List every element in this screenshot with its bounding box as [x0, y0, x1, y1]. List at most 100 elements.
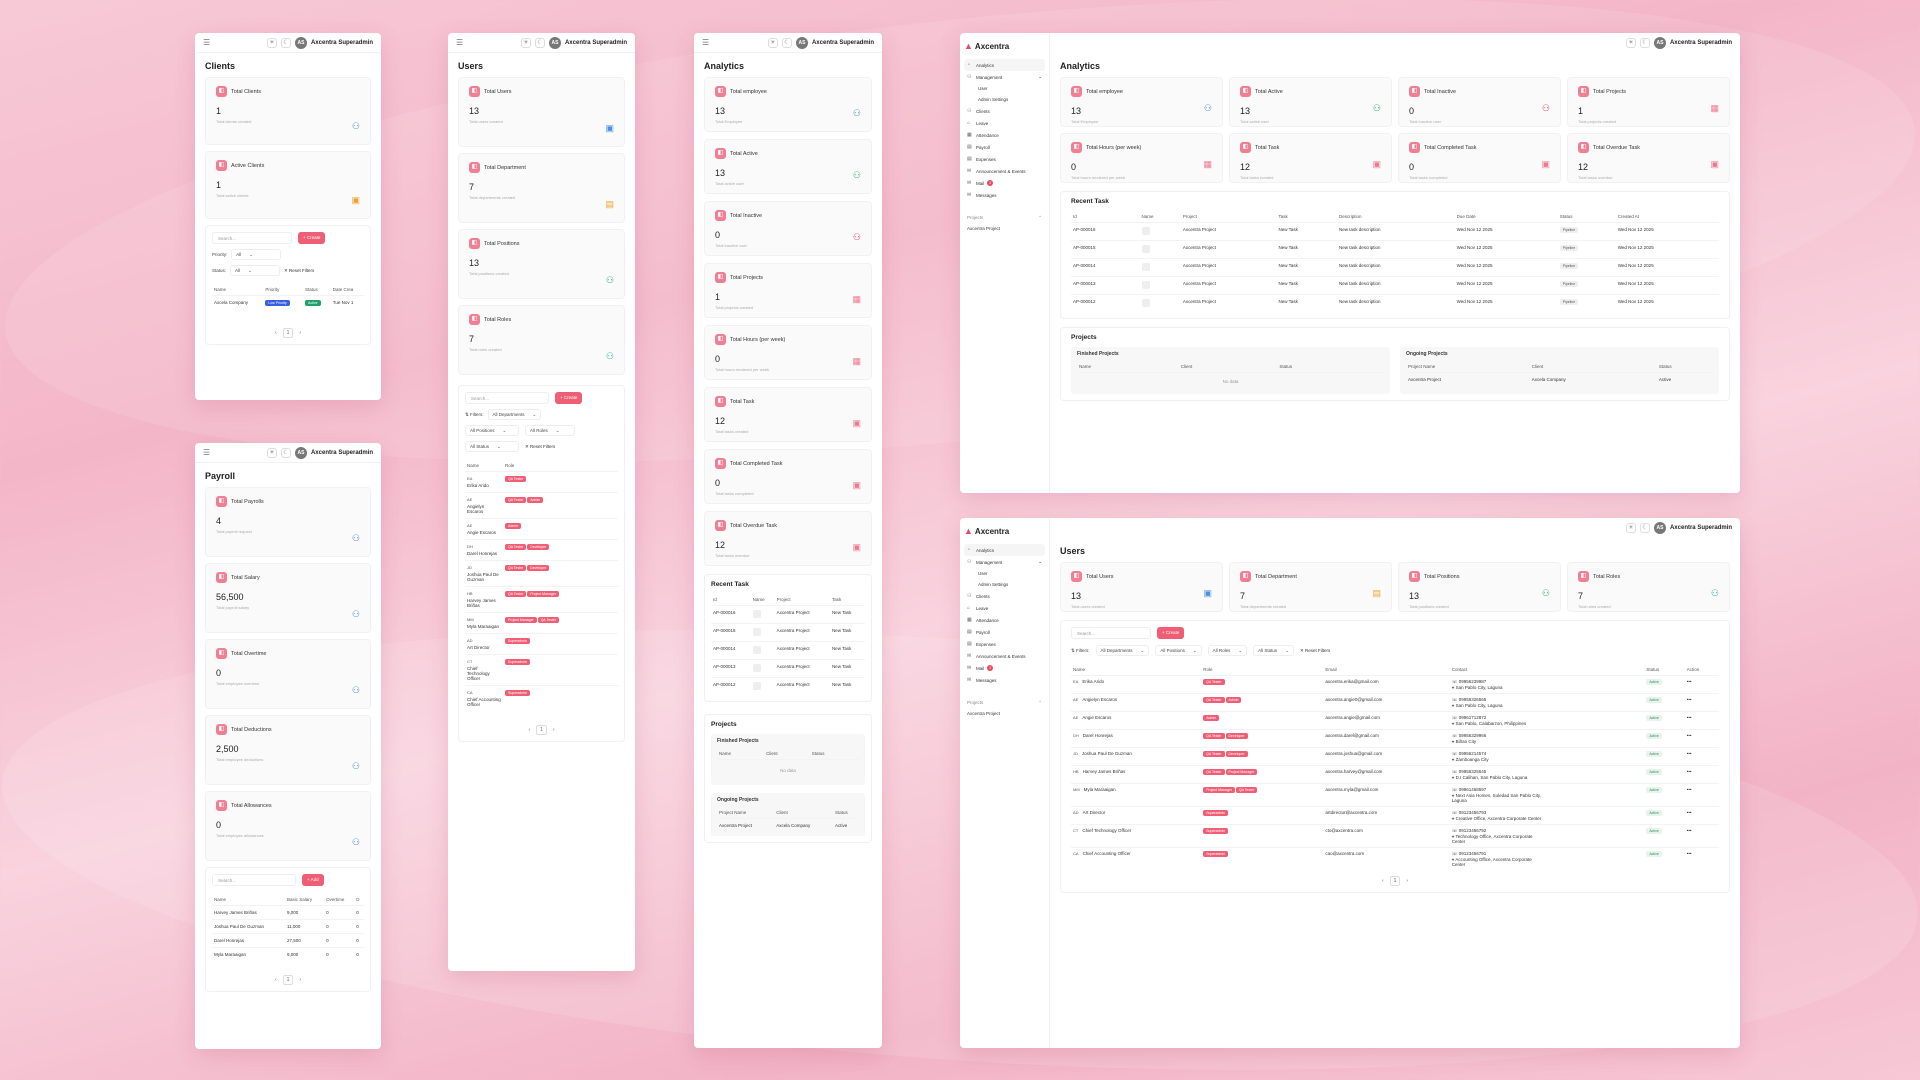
- action-menu[interactable]: •••: [1684, 806, 1719, 825]
- action-menu[interactable]: •••: [1684, 847, 1719, 870]
- sidebar-item[interactable]: ▤ Payroll: [964, 626, 1045, 638]
- table-row[interactable]: AE Angielyn Escaros QA Tester Admin axcentra…: [1071, 693, 1719, 712]
- table-row[interactable]: AP-000015 Axcentra Project New Task New tas…: [1071, 240, 1719, 259]
- menu-icon[interactable]: ☰: [203, 448, 211, 457]
- status-select[interactable]: All ⌄: [230, 265, 281, 276]
- table-row[interactable]: AD Art Director Superadmin artdirector@axce…: [1071, 806, 1719, 825]
- next-page-icon[interactable]: ›: [552, 727, 555, 733]
- next-page-icon[interactable]: ›: [1406, 878, 1409, 884]
- table-row[interactable]: HB Harvey James Briñas QA Tester Project Ma…: [465, 586, 618, 613]
- moon-icon[interactable]: ☾: [781, 37, 792, 48]
- positions-select[interactable]: All Positions ⌄: [465, 425, 519, 436]
- sidebar-item[interactable]: ▦ Attendance: [964, 614, 1045, 626]
- roles-select[interactable]: All Roles ⌄: [1207, 645, 1248, 656]
- search-input[interactable]: Search...: [465, 392, 549, 404]
- sidebar-subitem[interactable]: Admin Settings: [978, 582, 1009, 587]
- roles-select[interactable]: All Roles ⌄: [525, 425, 575, 436]
- sidebar-item[interactable]: ✉ Messages: [964, 674, 1045, 686]
- sun-icon[interactable]: ☀: [520, 37, 531, 48]
- action-menu[interactable]: •••: [1684, 765, 1719, 784]
- action-menu[interactable]: •••: [1684, 783, 1719, 807]
- menu-icon[interactable]: ☰: [456, 38, 464, 47]
- table-row[interactable]: AP-000012 Axcentra Project New Task New tas…: [1071, 294, 1719, 312]
- sidebar-item[interactable]: ▤ Payroll: [964, 141, 1045, 153]
- priority-select[interactable]: All ⌄: [231, 249, 282, 260]
- sidebar-item[interactable]: ⚇ Management ⌄: [964, 71, 1045, 83]
- sidebar-item[interactable]: ⚇ Clients: [964, 590, 1045, 602]
- sidebar-subitem[interactable]: User: [978, 86, 988, 91]
- table-row[interactable]: JD Joshua Paul De Guzman QA Tester Develope…: [1071, 747, 1719, 766]
- sidebar-item[interactable]: ✉ Messages: [964, 189, 1045, 201]
- search-input[interactable]: Search...: [212, 874, 296, 886]
- table-row[interactable]: AD Art Director Superadmin: [465, 633, 618, 655]
- table-row[interactable]: DH Darel Honrejas QA Tester Developer axcent…: [1071, 729, 1719, 748]
- projects-section[interactable]: Projects ⌃: [964, 209, 1045, 223]
- action-menu[interactable]: •••: [1684, 824, 1719, 848]
- table-row[interactable]: AP-000016 Axcentra Project New Task New tas…: [1071, 222, 1719, 241]
- action-menu[interactable]: •••: [1684, 693, 1719, 712]
- avatar[interactable]: AS: [1653, 37, 1666, 49]
- sidebar-item[interactable]: ✉ Announcement & Events: [964, 165, 1045, 177]
- table-row[interactable]: HB Harvey James Briñas QA Tester Project Ma…: [1071, 765, 1719, 784]
- sidebar-item[interactable]: ✉ Announcement & Events: [964, 650, 1045, 662]
- status-select[interactable]: All Status ⌄: [465, 441, 519, 452]
- moon-icon[interactable]: ☾: [1639, 38, 1650, 48]
- table-row[interactable]: EA Erika Arido QA Tester: [465, 471, 618, 493]
- create-button[interactable]: + Create: [555, 392, 583, 404]
- search-input[interactable]: Search...: [1071, 627, 1151, 639]
- table-row[interactable]: Darel Honrejas 27,500 0 0: [212, 933, 364, 948]
- search-input[interactable]: Search...: [212, 232, 292, 244]
- sidebar-item[interactable]: ▤ Expenses: [964, 638, 1045, 650]
- sun-icon[interactable]: ☀: [266, 37, 277, 48]
- table-row[interactable]: CA Chief Accounting Officer Superadmin cao@…: [1071, 847, 1719, 870]
- table-row[interactable]: CA Chief Accounting Officer Superadmin: [465, 685, 618, 711]
- positions-select[interactable]: All Positions ⌄: [1155, 645, 1202, 656]
- sidebar-item[interactable]: ✉ Mail 2: [964, 177, 1045, 189]
- sidebar-item[interactable]: ◔ Analytics: [964, 59, 1045, 71]
- create-button[interactable]: + Create: [298, 232, 326, 244]
- moon-icon[interactable]: ☾: [280, 37, 291, 48]
- table-row[interactable]: MM Myla Maraaigan Project Manager QA Tester: [465, 612, 618, 634]
- sidebar-item[interactable]: ⌂ Leave: [964, 117, 1045, 129]
- table-row[interactable]: Joshua Paul De Guzman 11,000 0 0: [212, 919, 364, 934]
- status-select[interactable]: All Status ⌄: [1253, 645, 1294, 656]
- sidebar-item[interactable]: ⌂ Leave: [964, 602, 1045, 614]
- avatar[interactable]: AS: [1653, 522, 1666, 534]
- menu-icon[interactable]: ☰: [702, 38, 710, 47]
- table-row[interactable]: AP-000012 Axcentra Project New Task: [711, 677, 865, 695]
- sidebar-project-item[interactable]: Axcentra Project: [967, 226, 1001, 231]
- reset-filters-button[interactable]: ✕ Reset Filters: [284, 267, 315, 273]
- page-number[interactable]: 1: [1389, 876, 1401, 886]
- table-row[interactable]: Axcentra Project Axcela Company Active: [717, 818, 859, 832]
- sidebar-subitem[interactable]: User: [978, 571, 988, 576]
- avatar[interactable]: AS: [294, 446, 307, 459]
- avatar[interactable]: AS: [548, 36, 561, 49]
- table-row[interactable]: Axcentra Project Axcela Company Active: [1406, 372, 1713, 386]
- create-button[interactable]: + Create: [1157, 627, 1185, 639]
- sun-icon[interactable]: ☀: [1625, 523, 1636, 533]
- brand-logo[interactable]: ▲ Axcentra: [964, 41, 1045, 51]
- table-row[interactable]: Axcela Company Low Priority Active Tue N…: [212, 295, 364, 310]
- table-row[interactable]: JD Joshua Paul De Guzman QA Tester Develope…: [465, 560, 618, 587]
- moon-icon[interactable]: ☾: [1639, 523, 1650, 533]
- table-row[interactable]: DH Darel Honrejas QA Tester Developer: [465, 539, 618, 561]
- table-row[interactable]: AP-000013 Axcentra Project New Task: [711, 659, 865, 678]
- table-row[interactable]: CT Chief Technology Officer Superadmin: [465, 654, 618, 686]
- avatar[interactable]: AS: [294, 36, 307, 49]
- table-row[interactable]: AE Angielyn Escaros QA Tester Admin: [465, 492, 618, 519]
- prev-page-icon[interactable]: ‹: [528, 727, 531, 733]
- moon-icon[interactable]: ☾: [534, 37, 545, 48]
- table-row[interactable]: AP-000013 Axcentra Project New Task New tas…: [1071, 276, 1719, 295]
- table-row[interactable]: MM Myla Maraaigan Project Manager QA Tester…: [1071, 783, 1719, 807]
- sidebar-item[interactable]: ⚇ Clients: [964, 105, 1045, 117]
- sun-icon[interactable]: ☀: [1625, 38, 1636, 48]
- add-button[interactable]: + Add: [302, 874, 324, 886]
- reset-filters-button[interactable]: ✕ Reset Filters: [525, 443, 556, 449]
- table-row[interactable]: AP-000016 Axcentra Project New Task: [711, 605, 865, 624]
- table-row[interactable]: AP-000014 Axcentra Project New Task: [711, 641, 865, 660]
- table-row[interactable]: AE Angie Escaros Admin: [465, 518, 618, 540]
- action-menu[interactable]: •••: [1684, 747, 1719, 766]
- sun-icon[interactable]: ☀: [767, 37, 778, 48]
- prev-page-icon[interactable]: ‹: [1381, 878, 1384, 884]
- action-menu[interactable]: •••: [1684, 711, 1719, 730]
